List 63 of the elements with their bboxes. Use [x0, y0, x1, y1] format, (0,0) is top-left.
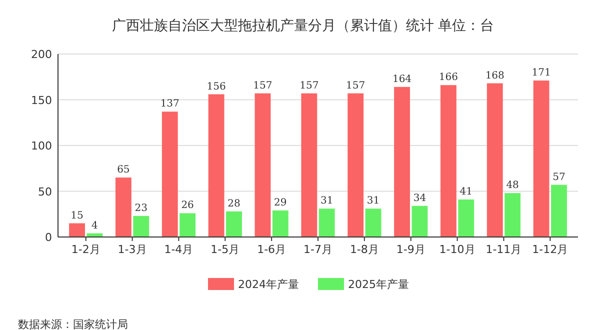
data-label: 41: [460, 186, 472, 198]
bar: [551, 184, 567, 237]
bar: [440, 85, 456, 237]
data-label: 26: [181, 200, 194, 212]
chart-title: 广西壮族自治区大型拖拉机产量分月（累计值）统计 单位：台: [112, 18, 494, 34]
x-tick-label: 1-3月: [118, 243, 147, 256]
data-label: 57: [552, 172, 566, 183]
x-tick-label: 1-7月: [304, 243, 332, 256]
y-tick-label: 150: [31, 94, 52, 107]
bar: [365, 208, 382, 237]
data-label: 156: [206, 81, 226, 92]
y-tick-label: 0: [45, 231, 52, 244]
y-tick-label: 200: [31, 48, 52, 61]
x-tick-label: 1-11月: [486, 243, 522, 256]
x-tick-label: 1-8月: [350, 243, 379, 256]
data-label: 157: [253, 80, 272, 92]
data-label: 34: [413, 192, 426, 204]
x-tick-label: 1-5月: [210, 243, 240, 256]
data-label: 29: [274, 197, 287, 208]
data-label: 31: [366, 196, 380, 207]
data-label: 23: [134, 202, 148, 214]
legend-label: 2025年产量: [348, 278, 409, 291]
bar: [69, 223, 85, 237]
bar: [394, 86, 410, 237]
x-tick-label: 1-4月: [164, 243, 194, 256]
data-label: 65: [117, 164, 130, 176]
x-tick-label: 1-6月: [257, 243, 286, 256]
bar: [301, 93, 318, 237]
data-label: 4: [92, 220, 98, 232]
data-label: 166: [438, 72, 458, 84]
bar: [226, 211, 242, 237]
data-label: 168: [485, 70, 504, 82]
bar: [348, 93, 364, 237]
data-label: 164: [392, 74, 412, 85]
data-label: 31: [320, 196, 334, 207]
data-label: 137: [160, 98, 180, 110]
x-tick-label: 1-12月: [532, 243, 568, 256]
bar: [486, 83, 503, 237]
bar: [318, 208, 335, 237]
x-tick-label: 1-10月: [439, 243, 476, 256]
data-label: 157: [300, 80, 319, 92]
bar: [504, 193, 521, 237]
x-tick-label: 1-2月: [71, 243, 100, 256]
bar: [254, 93, 271, 237]
bar: [180, 213, 196, 237]
y-tick-label: 100: [31, 140, 52, 152]
x-tick-label: 1-9月: [396, 243, 426, 256]
bar: [133, 216, 150, 237]
data-label: 15: [70, 210, 84, 222]
bar: [208, 94, 224, 237]
bar: [458, 199, 474, 237]
legend-label: 2024年产量: [238, 278, 299, 291]
bar: [412, 206, 428, 237]
data-label: 48: [506, 180, 519, 192]
data-label: 171: [532, 68, 551, 79]
data-label: 28: [228, 198, 240, 210]
bar: [162, 112, 178, 237]
source-note: 数据来源：国家统计局: [18, 318, 128, 330]
bar: [533, 80, 550, 237]
bar: [272, 210, 288, 237]
bar: [115, 178, 132, 237]
y-tick-label: 50: [38, 185, 52, 198]
data-label: 157: [346, 80, 366, 92]
